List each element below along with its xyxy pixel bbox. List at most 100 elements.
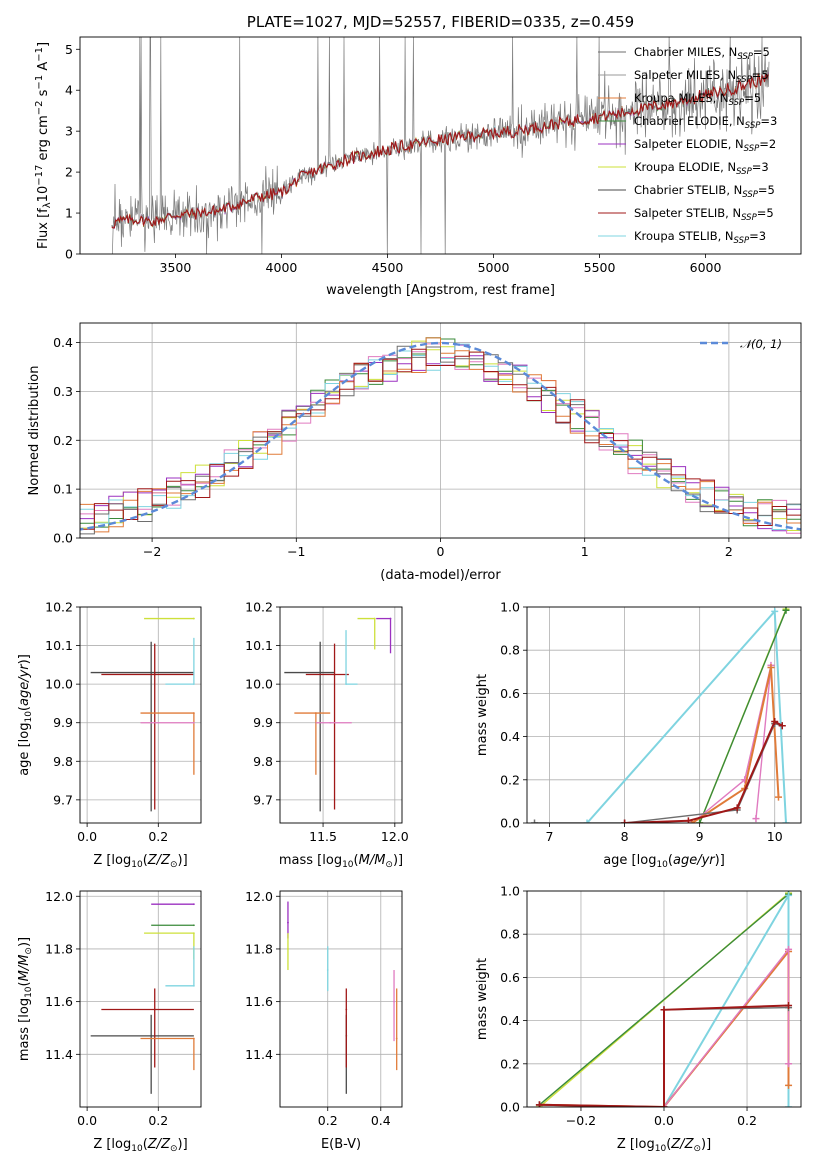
y-tick-label: 0.4: [500, 1013, 520, 1028]
data-point: [192, 932, 195, 935]
errorbar-point-extra_pink: [140, 721, 195, 724]
data-point: [192, 903, 195, 906]
x-tick-label: −2: [143, 544, 161, 559]
data-point: [192, 984, 195, 987]
errorbar-point-kroupa_elodie: [287, 933, 289, 971]
x-tick-label: 5500: [584, 260, 616, 275]
x-axis-label: Z [log10(Z/Z⊙)]: [617, 1137, 711, 1154]
weight-marker: [771, 717, 779, 725]
data-point: [150, 671, 153, 674]
axes-frame-residuals: [79, 322, 802, 539]
errorbar-point-extra_pink: [315, 721, 352, 724]
legend-item: Salpeter ELODIE, NSSP=2: [634, 137, 776, 154]
data-point: [153, 1008, 156, 1011]
data-point: [287, 921, 289, 924]
weight-series-chabrier_elodie: [696, 607, 790, 823]
plot-area-mass_vs_ebv: [287, 901, 398, 1094]
errorbar-point-kroupa_elodie: [357, 617, 376, 650]
weight-marker: [782, 819, 790, 823]
axes-frame-weight_vs_age: [526, 606, 802, 824]
errorbar-point-salpeter_stelib: [101, 643, 194, 810]
y-tick-label: 9.8: [253, 754, 273, 769]
weight-series-salpeter_stelib: [535, 1001, 793, 1107]
y-tick-label: 0.4: [53, 335, 73, 350]
y-tick-label: 9.7: [253, 792, 273, 807]
y-tick-label: 12.0: [245, 889, 273, 904]
y-axis-label: mass weight: [475, 958, 490, 1040]
data-point: [192, 712, 195, 714]
weight-marker: [782, 607, 790, 614]
legend-item: Salpeter MILES, NSSP=5: [634, 68, 769, 85]
weight-line: [699, 609, 787, 823]
errorbar-point-kroupa_miles: [140, 712, 195, 775]
weight-marker: [785, 945, 793, 953]
weight-marker: [785, 1103, 793, 1107]
data-point: [314, 712, 317, 714]
y-tick-label: 10.1: [45, 638, 73, 653]
y-tick-label: 0.6: [500, 686, 520, 701]
y-tick-label: 0.0: [500, 816, 520, 831]
errorbar-point-salpeter_elodie: [151, 903, 195, 906]
axes-frame-spectrum: [79, 36, 802, 255]
errorbar-point-kroupa_miles: [294, 712, 331, 775]
x-axis-label: age [log10(age/yr)]: [603, 853, 725, 870]
y-tick-label: 0.6: [500, 970, 520, 985]
weight-line: [539, 893, 789, 1106]
weight-marker: [583, 819, 591, 823]
errorbar-point-salpeter_stelib: [345, 988, 348, 1068]
y-tick-label: 4: [65, 83, 73, 98]
x-tick-label: −1: [287, 544, 305, 559]
errorbar-point-salpeter_elodie: [376, 617, 392, 654]
data-point: [150, 1034, 153, 1037]
axes-mass_vs_ebv: 0.2 0.4 11.4 11.6 11.8 12.0: [245, 889, 402, 1128]
data-point: [192, 924, 195, 927]
y-tick-label: 9.9: [253, 715, 273, 730]
y-tick-label: 10.0: [245, 677, 273, 692]
errorbar-point-chabrier_stelib: [90, 641, 194, 812]
weight-marker: [535, 1101, 543, 1107]
x-tick-label: 4500: [372, 260, 404, 275]
plot-area-residuals: [80, 337, 801, 535]
weight-marker: [785, 1081, 793, 1089]
axes-frame-weight_vs_Z: [526, 890, 802, 1108]
errorbar-point-kroupa_stelib: [165, 946, 195, 987]
x-tick-label: 0.2: [148, 829, 168, 844]
y-axis-label: age [log10(age/yr)]: [17, 654, 34, 776]
legend-item: Chabrier MILES, NSSP=5: [634, 45, 770, 62]
errorbar-point-chabrier_elodie: [151, 924, 195, 927]
data-point: [389, 617, 392, 620]
plot-area-mass_vs_Z: [90, 903, 195, 1094]
legend-item: Kroupa MILES, NSSP=5: [634, 91, 761, 108]
x-tick-label: 0.2: [737, 1113, 757, 1128]
data-point: [153, 673, 156, 676]
y-tick-label: 0.0: [500, 1100, 520, 1115]
errorbar-point-salpeter_elodie: [287, 901, 289, 939]
y-tick-label: 11.6: [245, 994, 273, 1009]
data-point: [393, 1000, 395, 1003]
errorbar-point-salpeter_stelib: [101, 988, 194, 1068]
y-tick-label: 1.0: [500, 600, 520, 615]
errorbar-point-kroupa_elodie: [144, 932, 195, 960]
x-tick-label: 0.2: [318, 1113, 338, 1128]
weight-marker: [621, 819, 629, 823]
weight-marker: [785, 1060, 793, 1068]
y-tick-label: 5: [65, 42, 73, 57]
y-tick-label: 10.1: [245, 638, 273, 653]
legend-item: Kroupa ELODIE, NSSP=3: [634, 160, 769, 177]
data-point: [319, 671, 322, 674]
weight-marker: [785, 1001, 793, 1009]
x-tick-label: 2: [725, 544, 733, 559]
axes-frame-mass_vs_Z: [79, 890, 202, 1108]
gaussian-reference-curve: [80, 341, 801, 531]
x-tick-label: −0.2: [566, 1113, 596, 1128]
y-tick-label: 11.6: [45, 994, 73, 1009]
data-point: [329, 721, 332, 724]
data-point: [395, 1037, 398, 1040]
plot-area-spectrum: [111, 37, 770, 254]
x-tick-label: 0.0: [654, 1113, 674, 1128]
axes-residuals: −2 −1 0 1 2 0.0 0.1 0.2 0.3 0.4: [53, 323, 801, 559]
y-tick-label: 0.2: [53, 433, 73, 448]
axes-age_vs_Z: 0.0 0.2 9.7 9.8 9.9 10.0 10.1 10.2: [45, 600, 201, 844]
y-axis-label: Flux [fλ10−17 erg cm−2 s−1 A−1]: [34, 42, 53, 249]
